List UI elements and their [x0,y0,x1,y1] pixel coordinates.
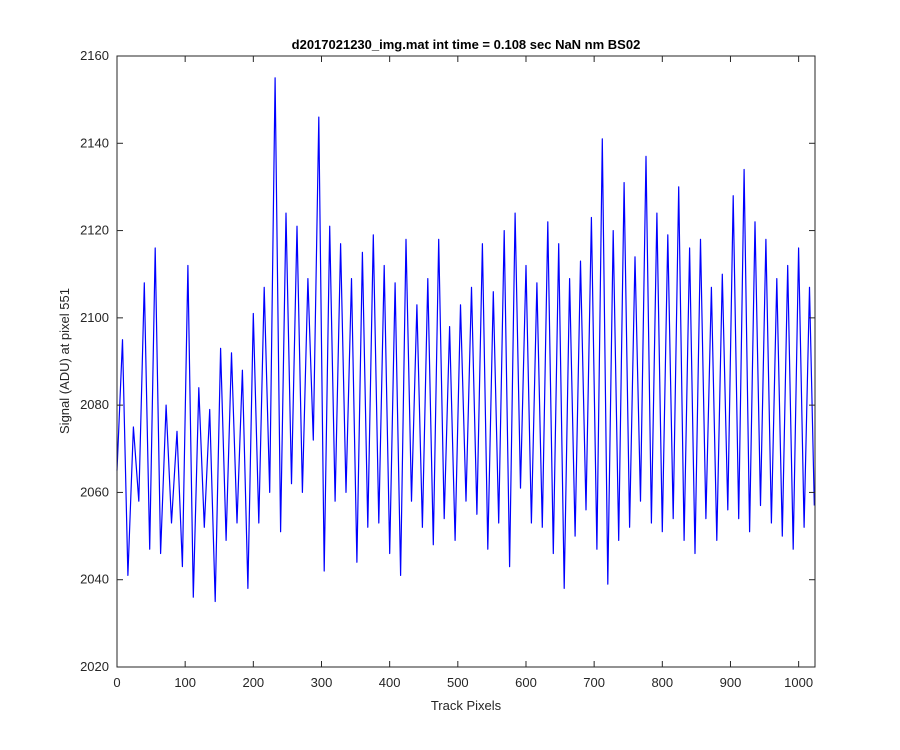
x-axis-label: Track Pixels [431,698,502,713]
x-tick-label: 300 [311,675,333,690]
y-tick-label: 2060 [80,484,109,499]
x-tick-label: 100 [174,675,196,690]
y-tick-label: 2020 [80,659,109,674]
x-tick-label: 200 [242,675,264,690]
y-tick-label: 2080 [80,397,109,412]
x-tick-label: 700 [583,675,605,690]
series-line [116,77,815,603]
x-tick-label: 400 [379,675,401,690]
data-layer [116,77,815,603]
plot-area [117,56,815,667]
x-tick-label: 500 [447,675,469,690]
x-tick-label: 900 [720,675,742,690]
x-tick-label: 800 [651,675,673,690]
chart-title: d2017021230_img.mat int time = 0.108 sec… [292,37,641,52]
y-tick-label: 2100 [80,310,109,325]
y-tick-label: 2140 [80,135,109,150]
y-tick-label: 2160 [80,48,109,63]
x-tick-label: 600 [515,675,537,690]
y-axis-label: Signal (ADU) at pixel 551 [57,288,72,434]
x-axis: 0 100 200 300 400 500 600 700 800 900 1000 [113,56,813,690]
y-tick-label: 2120 [80,223,109,238]
x-tick-label: 1000 [784,675,813,690]
x-tick-label: 0 [113,675,120,690]
axes-box [116,55,816,668]
y-tick-label: 2040 [80,572,109,587]
y-axis: 2020 2040 2060 2080 2100 2120 2140 2160 [80,48,815,674]
